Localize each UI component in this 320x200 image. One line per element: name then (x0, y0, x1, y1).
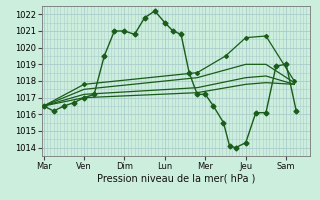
X-axis label: Pression niveau de la mer( hPa ): Pression niveau de la mer( hPa ) (97, 173, 255, 183)
